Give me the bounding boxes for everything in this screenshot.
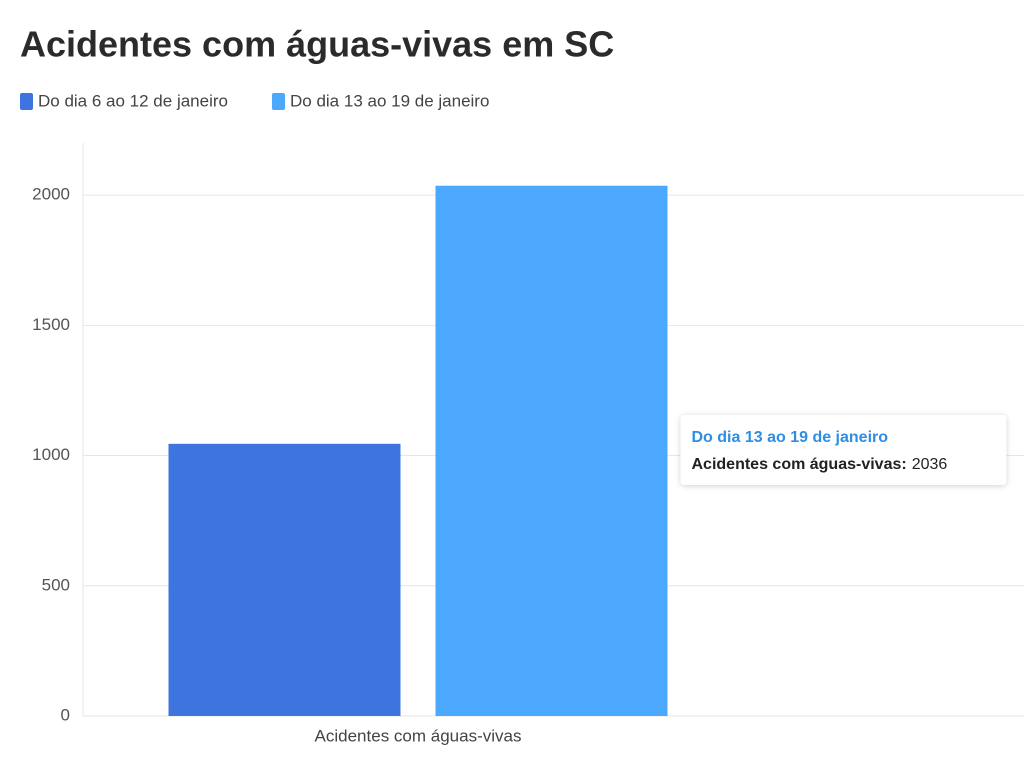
legend-swatch <box>20 93 33 110</box>
bar <box>168 443 401 716</box>
y-tick-label: 1500 <box>32 315 70 334</box>
y-tick-label: 500 <box>42 575 70 594</box>
tooltip-title: Do dia 13 ao 19 de janeiro <box>692 429 889 446</box>
chart-title: Acidentes com águas-vivas em SC <box>20 24 614 65</box>
y-tick-label: 0 <box>61 705 70 724</box>
legend-label: Do dia 6 ao 12 de janeiro <box>38 91 228 110</box>
tooltip: Do dia 13 ao 19 de janeiro Acidentes com … <box>680 415 1007 485</box>
x-tick-label: Acidentes com águas-vivas <box>315 726 522 745</box>
bar <box>435 185 668 716</box>
legend-swatch <box>272 93 285 110</box>
y-tick-label: 2000 <box>32 185 70 204</box>
legend: Do dia 6 ao 12 de janeiro Do dia 13 ao 19… <box>20 91 489 110</box>
legend-label: Do dia 13 ao 19 de janeiro <box>290 91 489 110</box>
tooltip-label: Acidentes com águas-vivas: <box>692 456 907 473</box>
tooltip-value: 2036 <box>912 456 948 473</box>
y-tick-label: 1000 <box>32 445 70 464</box>
tooltip-box <box>680 415 1007 485</box>
